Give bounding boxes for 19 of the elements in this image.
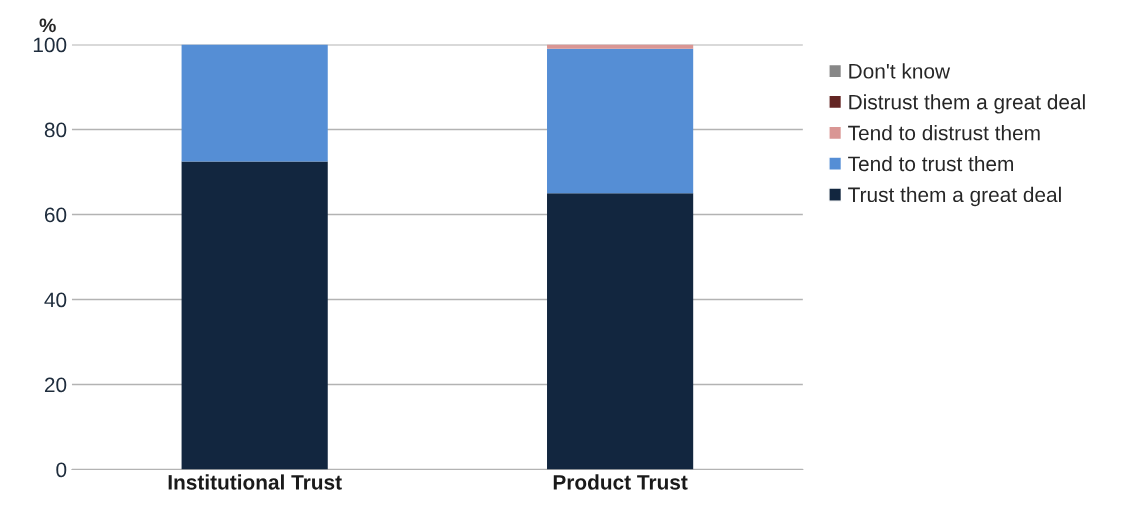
- legend-label: Trust them a great deal: [848, 186, 1061, 207]
- bar: [547, 48, 694, 194]
- y-tick-label: 40: [44, 292, 67, 308]
- legend-label: Distrust them a great deal: [849, 94, 1085, 114]
- bar: [547, 44, 694, 49]
- y-axis-title: %: [39, 18, 56, 33]
- x-tick-label: Institutional Trust: [168, 474, 342, 490]
- legend-label: Don't know: [849, 63, 951, 79]
- y-tick-label: 0: [56, 462, 67, 478]
- bar: [181, 44, 328, 162]
- x-tick-label: Product Trust: [553, 474, 688, 490]
- bar: [181, 161, 328, 470]
- y-tick-label: 100: [33, 37, 67, 53]
- y-tick-label: 20: [44, 377, 67, 393]
- bar: [547, 193, 694, 470]
- y-tick-label: 60: [44, 207, 67, 223]
- y-tick-label: 80: [44, 122, 67, 138]
- legend-label: Tend to distrust them: [848, 125, 1040, 141]
- legend-label: Tend to trust them: [848, 155, 1013, 172]
